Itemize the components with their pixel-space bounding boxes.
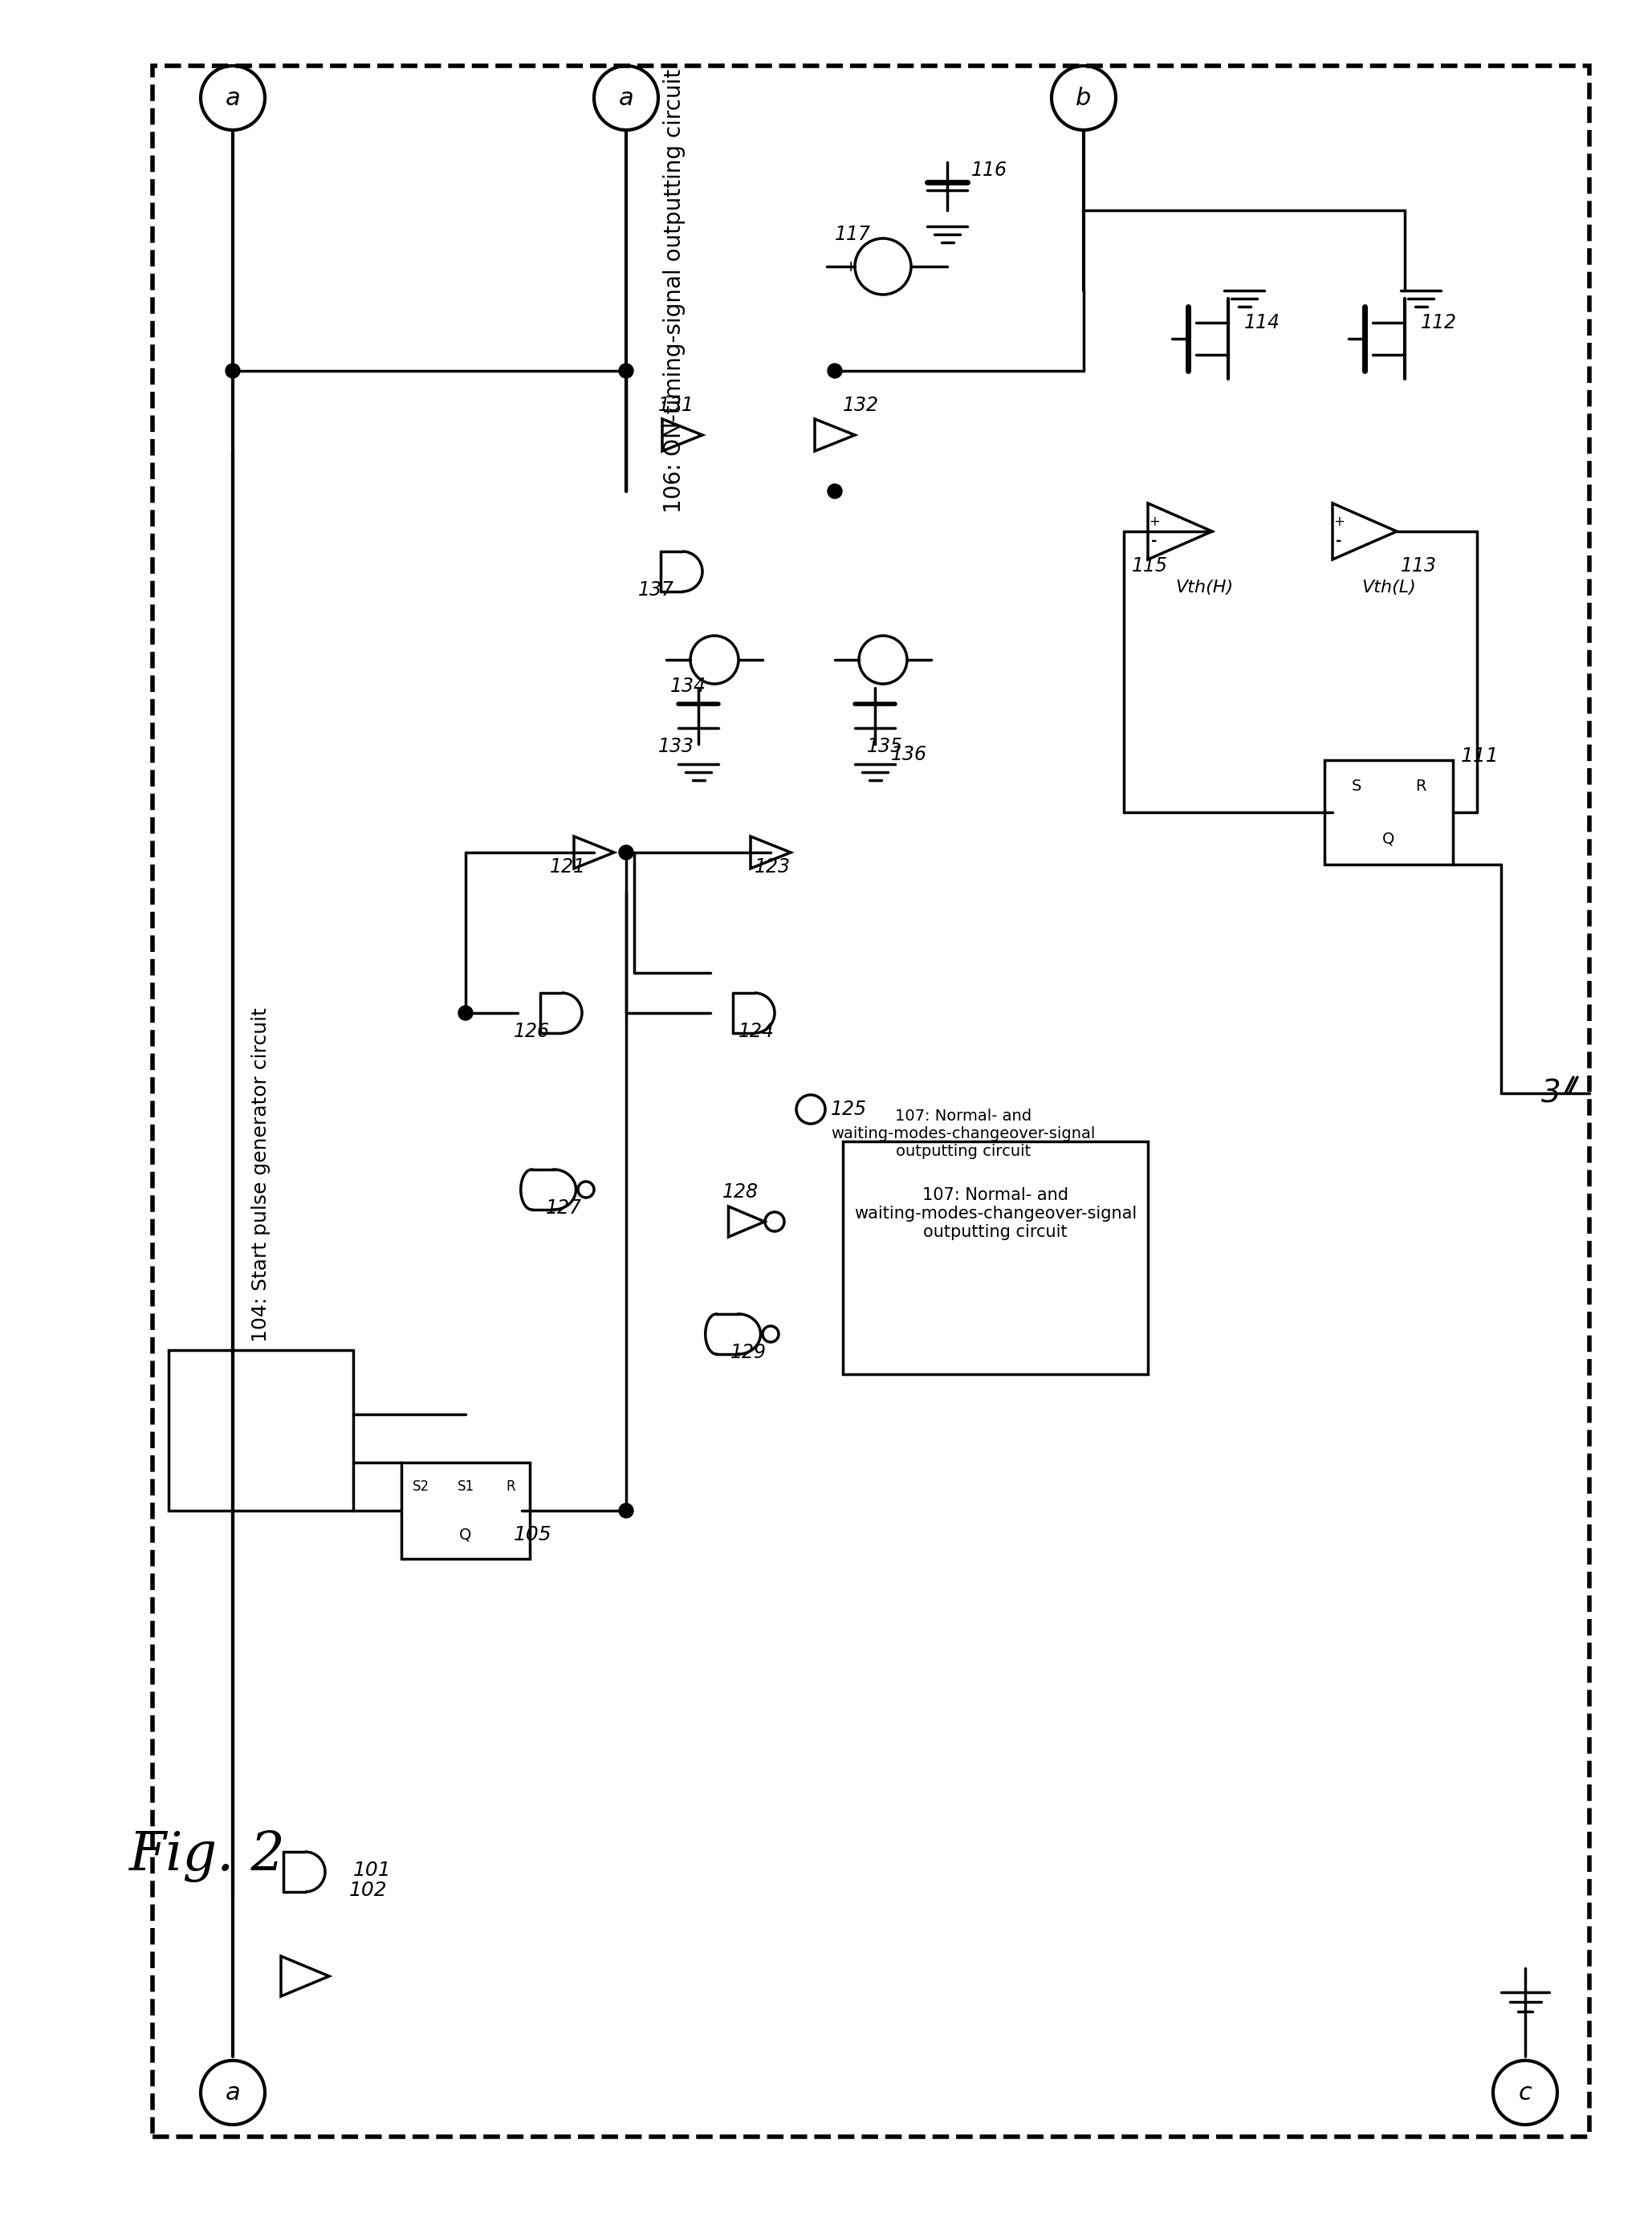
Text: 102: 102 xyxy=(349,1880,388,1900)
Text: 137: 137 xyxy=(638,581,674,599)
Text: Vth(H): Vth(H) xyxy=(1175,579,1232,596)
Text: 125: 125 xyxy=(831,1100,867,1120)
Text: 126: 126 xyxy=(514,1022,550,1042)
Text: b: b xyxy=(1075,86,1092,109)
Bar xyxy=(1325,760,1452,865)
Text: 131: 131 xyxy=(657,395,694,415)
Text: 113: 113 xyxy=(1401,556,1437,576)
Text: +: + xyxy=(1148,514,1160,530)
Bar xyxy=(152,67,1589,2137)
Text: 111: 111 xyxy=(1460,747,1498,765)
Text: 107: Normal- and
waiting-modes-changeover-signal
outputting circuit: 107: Normal- and waiting-modes-changeove… xyxy=(831,1108,1095,1159)
Text: 114: 114 xyxy=(1244,313,1280,333)
Text: R: R xyxy=(1416,778,1426,794)
Text: 115: 115 xyxy=(1132,556,1168,576)
Text: 134: 134 xyxy=(671,676,707,696)
Text: S2: S2 xyxy=(411,1479,430,1494)
Text: c: c xyxy=(1518,2082,1531,2104)
Text: 105: 105 xyxy=(514,1525,552,1545)
Text: +: + xyxy=(844,259,857,275)
Circle shape xyxy=(458,1007,472,1020)
Circle shape xyxy=(620,364,633,379)
Text: 107: Normal- and
waiting-modes-changeover-signal
outputting circuit: 107: Normal- and waiting-modes-changeove… xyxy=(854,1186,1137,1239)
Text: 124: 124 xyxy=(738,1022,775,1042)
Text: 112: 112 xyxy=(1421,313,1457,333)
Text: 117: 117 xyxy=(834,224,871,244)
Text: 121: 121 xyxy=(550,858,586,876)
Circle shape xyxy=(620,1503,633,1519)
Text: Q: Q xyxy=(1383,831,1394,847)
Text: 128: 128 xyxy=(722,1182,758,1202)
Text: R: R xyxy=(506,1479,515,1494)
Text: a: a xyxy=(225,2082,240,2104)
Circle shape xyxy=(226,364,240,379)
Text: a: a xyxy=(225,86,240,109)
Circle shape xyxy=(828,364,843,379)
Text: 116: 116 xyxy=(971,160,1008,180)
Text: 123: 123 xyxy=(755,858,791,876)
Text: Q: Q xyxy=(459,1528,472,1543)
Text: Vth(L): Vth(L) xyxy=(1361,579,1416,596)
Text: S1: S1 xyxy=(458,1479,474,1494)
Bar xyxy=(401,1463,530,1559)
Text: 136: 136 xyxy=(890,745,927,765)
Text: 132: 132 xyxy=(843,395,879,415)
Text: +: + xyxy=(1333,514,1345,530)
Text: a: a xyxy=(618,86,634,109)
Bar xyxy=(843,1142,1148,1375)
Text: 3: 3 xyxy=(1541,1077,1561,1108)
Text: 101: 101 xyxy=(354,1860,392,1880)
Text: 127: 127 xyxy=(545,1199,582,1217)
Text: -: - xyxy=(1336,534,1341,548)
Text: 129: 129 xyxy=(730,1344,767,1361)
Text: Fig. 2: Fig. 2 xyxy=(129,1829,284,1882)
Text: 133: 133 xyxy=(657,736,694,756)
Circle shape xyxy=(620,845,633,860)
Circle shape xyxy=(828,483,843,499)
Text: 104: Start pulse generator circuit: 104: Start pulse generator circuit xyxy=(251,1007,271,1341)
Text: 106: ON-timing-signal outputting circuit: 106: ON-timing-signal outputting circuit xyxy=(662,69,686,512)
Text: -: - xyxy=(1151,534,1158,548)
Text: 135: 135 xyxy=(867,736,904,756)
Text: S: S xyxy=(1351,778,1361,794)
Bar xyxy=(169,1350,354,1510)
